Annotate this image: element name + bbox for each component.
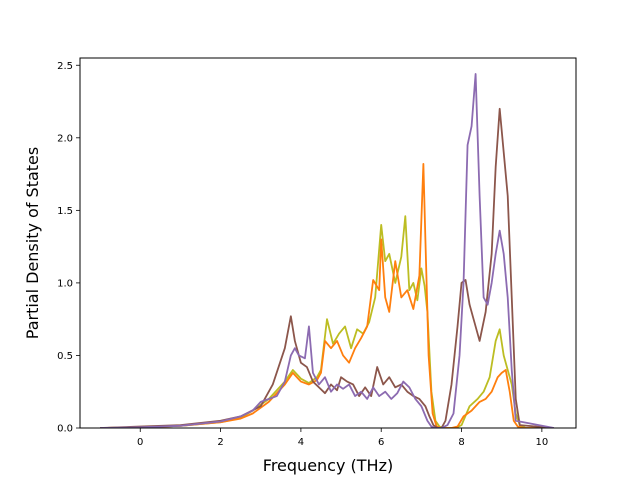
y-tick-label: 2.0 xyxy=(57,133,73,144)
series-line-2 xyxy=(100,163,554,428)
y-tick-label: 1.0 xyxy=(57,278,73,289)
series-line-1 xyxy=(100,215,554,428)
x-tick-label: 8 xyxy=(458,437,464,448)
plot-frame xyxy=(79,57,577,429)
x-axis: 0 2 4 6 8 10 xyxy=(137,428,548,448)
x-tick-label: 4 xyxy=(298,437,304,448)
y-tick-label: 1.5 xyxy=(57,206,73,217)
plot-background xyxy=(80,58,576,428)
y-tick-label: 0.5 xyxy=(57,351,73,362)
y-tick-label: 0.0 xyxy=(57,424,73,435)
x-axis-title: Frequency (THz) xyxy=(263,456,393,475)
x-tick-label: 10 xyxy=(535,437,548,448)
x-tick-label: 0 xyxy=(137,437,143,448)
x-tick-label: 2 xyxy=(217,437,223,448)
y-tick-label: 2.5 xyxy=(57,61,73,72)
y-axis-title: Partial Density of States xyxy=(23,147,42,339)
series-layer xyxy=(100,73,555,428)
series-line-4 xyxy=(100,73,555,428)
x-tick-label: 6 xyxy=(378,437,384,448)
y-axis: 0.0 0.5 1.0 1.5 2.0 2.5 xyxy=(57,61,80,435)
